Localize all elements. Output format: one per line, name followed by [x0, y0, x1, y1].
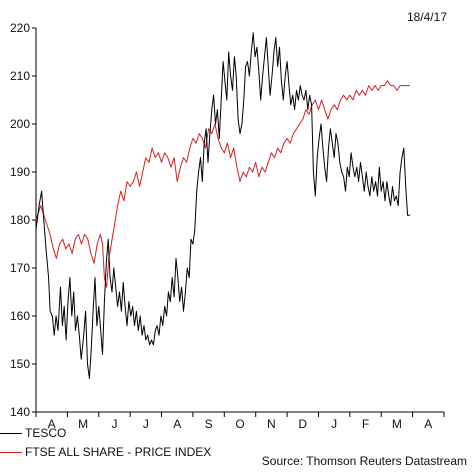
- y-tick-label: 170: [10, 261, 30, 275]
- x-tick-label: J: [331, 417, 337, 430]
- series-lines: [35, 32, 411, 379]
- x-tick-label: S: [205, 417, 213, 430]
- series-line-ftse: [35, 80, 411, 288]
- line-chart: 140 150 160 170 180 190 200 210 220 A M J J A S O N D J F M A: [10, 21, 445, 430]
- x-tick-label: A: [48, 417, 56, 430]
- y-tick-label: 190: [10, 165, 30, 179]
- x-tick-label: N: [267, 417, 276, 430]
- legend-item-tesco: TESCO: [0, 426, 66, 440]
- series-line-tesco: [35, 32, 411, 379]
- x-tick-label: A: [173, 417, 181, 430]
- tick-labels: 140 150 160 170 180 190 200 210 220 A M J J A S O N D J F M A: [10, 21, 432, 430]
- x-tick-label: M: [392, 417, 402, 430]
- legend-swatch-ftse: [0, 451, 22, 453]
- y-tick-label: 220: [10, 21, 30, 35]
- legend-label-tesco: TESCO: [25, 426, 67, 440]
- date-label: 18/4/17: [406, 10, 447, 24]
- legend-item-ftse: FTSE ALL SHARE - PRICE INDEX: [0, 445, 211, 459]
- source-label: Source: Thomson Reuters Datastream: [261, 454, 467, 468]
- y-tick-label: 180: [10, 213, 30, 227]
- y-tick-label: 200: [10, 117, 30, 131]
- x-tick-label: A: [424, 417, 432, 430]
- x-tick-label: M: [78, 417, 88, 430]
- axes: [32, 27, 445, 417]
- x-tick-label: J: [111, 417, 117, 430]
- y-tick-label: 210: [10, 69, 30, 83]
- y-tick-label: 160: [10, 309, 30, 323]
- x-tick-label: D: [298, 417, 307, 430]
- y-tick-label: 140: [10, 405, 30, 419]
- y-tick-label: 150: [10, 357, 30, 371]
- x-tick-label: F: [362, 417, 369, 430]
- legend-label-ftse: FTSE ALL SHARE - PRICE INDEX: [25, 445, 212, 459]
- legend-swatch-tesco: [0, 432, 22, 434]
- x-tick-label: O: [235, 417, 244, 430]
- x-tick-label: J: [143, 417, 149, 430]
